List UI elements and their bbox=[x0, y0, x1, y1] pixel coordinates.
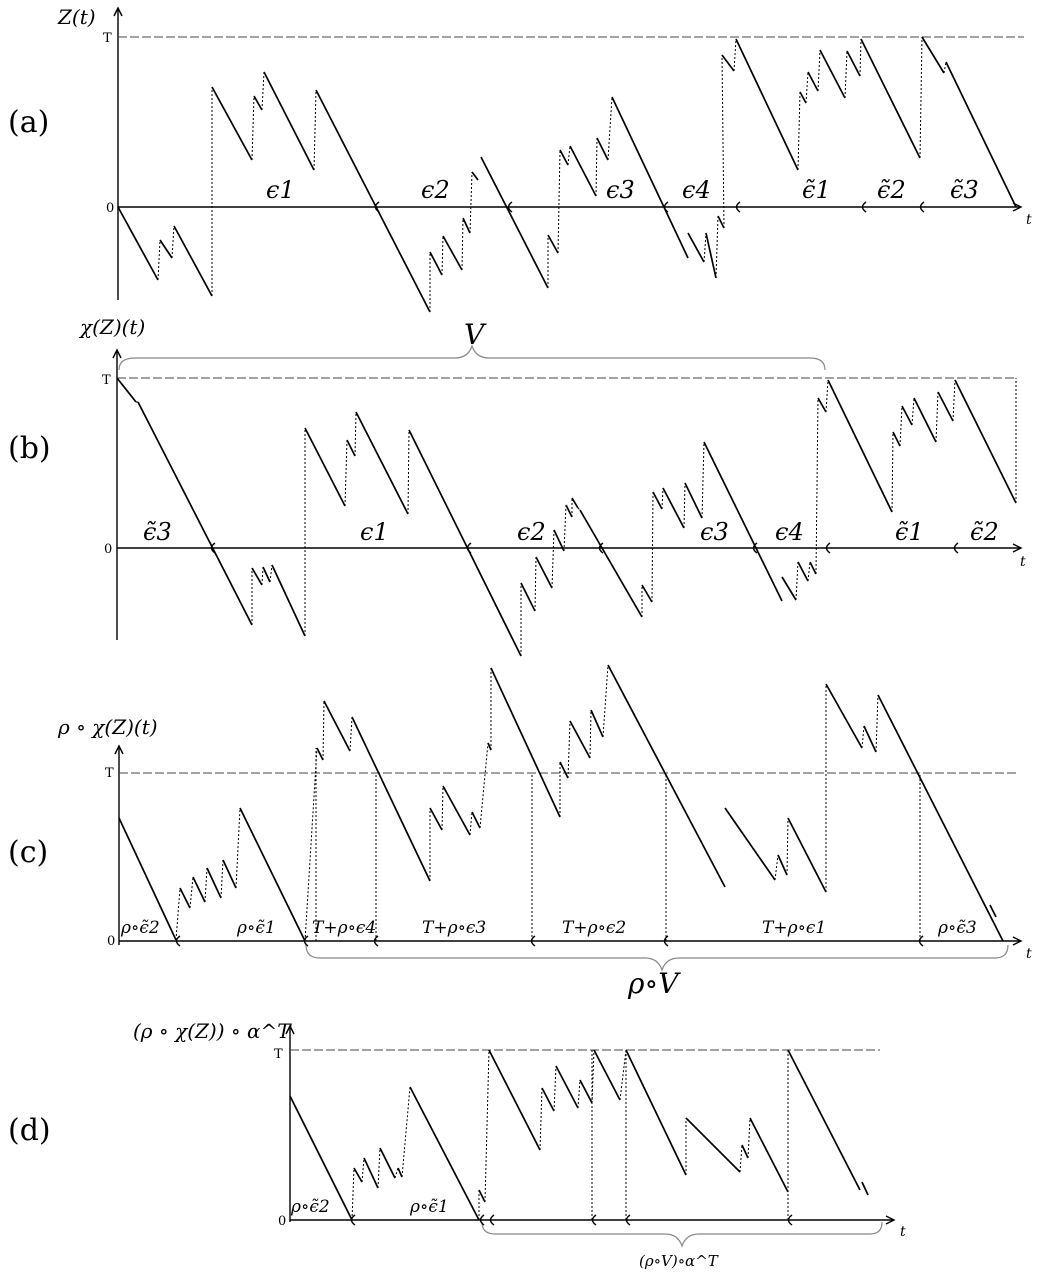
ytick-T-c: T bbox=[105, 766, 114, 781]
panel-b: (b) χ(Z)(t) T 0 t V ϵ̃3 ϵ1 ϵ2 ϵ3 ϵ4 ϵ̃1 … bbox=[8, 315, 1026, 657]
jumps-d bbox=[289, 1049, 789, 1221]
path-a bbox=[117, 36, 1017, 313]
seg-label-a-6: ϵ̃2 bbox=[877, 176, 906, 204]
seg-label-a-7: ϵ̃3 bbox=[950, 176, 979, 204]
ylabel-d: (ρ ∘ χ(Z)) ∘ α^T bbox=[133, 1019, 292, 1043]
ytick-0-d: 0 bbox=[278, 1214, 286, 1229]
brace-d bbox=[481, 1221, 883, 1248]
brace-label-d: (ρ∘V)∘α^T bbox=[639, 1252, 719, 1270]
jumps-a bbox=[157, 36, 947, 312]
path-c bbox=[118, 664, 1004, 942]
ylabel-a: Z(t) bbox=[57, 5, 96, 29]
seg-label-b-3: ϵ2 bbox=[517, 518, 546, 546]
xlabel-b: t bbox=[1020, 554, 1026, 570]
seg-label-d-2: ρ∘ϵ̃1 bbox=[409, 1197, 449, 1217]
y-axis-arrow-d bbox=[285, 1024, 295, 1035]
seg-label-b-7: ϵ̃2 bbox=[970, 518, 999, 546]
x-axis-arrow-d bbox=[885, 1215, 896, 1225]
panel-label-d: (d) bbox=[8, 1113, 51, 1148]
ytick-0-c: 0 bbox=[107, 934, 115, 949]
panel-a: (a) Z(t) T 0 t ϵ1 ϵ2 ϵ3 ϵ4 ϵ̃1 ϵ̃2 ϵ̃3 bbox=[8, 5, 1032, 313]
brace-label-b: V bbox=[464, 318, 487, 351]
jumps-c bbox=[118, 664, 921, 942]
excursion-marks-b bbox=[210, 542, 959, 554]
ytick-0-b: 0 bbox=[104, 542, 112, 557]
seg-label-c-3: T+ρ∘ϵ4 bbox=[312, 918, 376, 938]
seg-label-c-2: ρ∘ϵ̃1 bbox=[236, 918, 276, 938]
seg-label-a-4: ϵ4 bbox=[682, 176, 711, 204]
panel-label-a: (a) bbox=[8, 105, 49, 140]
seg-label-a-1: ϵ1 bbox=[266, 176, 295, 204]
x-axis-arrow-a bbox=[1012, 202, 1023, 212]
seg-label-d-1: ρ∘ϵ̃2 bbox=[290, 1197, 330, 1217]
jumps-b bbox=[116, 378, 1017, 656]
ytick-0-a: 0 bbox=[106, 201, 114, 216]
seg-label-b-6: ϵ̃1 bbox=[895, 518, 924, 546]
seg-label-c-6: T+ρ∘ϵ1 bbox=[762, 918, 826, 938]
x-axis-arrow-c bbox=[1012, 936, 1023, 946]
y-axis-arrow-c bbox=[114, 744, 124, 755]
brace-c bbox=[305, 944, 1009, 972]
x-axis-arrow-b bbox=[1012, 543, 1023, 553]
xlabel-a: t bbox=[1026, 212, 1032, 228]
panel-c: (c) ρ ∘ χ(Z)(t) T 0 t ρ∘V ρ∘ϵ̃2 ρ∘ϵ̃1 T+… bbox=[8, 664, 1032, 1000]
brace-b bbox=[118, 344, 826, 371]
excursion-marks-a bbox=[374, 201, 925, 213]
seg-label-a-3: ϵ3 bbox=[606, 176, 635, 204]
seg-label-c-5: T+ρ∘ϵ2 bbox=[562, 918, 626, 938]
xlabel-c: t bbox=[1026, 946, 1032, 962]
xlabel-d: t bbox=[900, 1224, 906, 1240]
seg-label-c-4: T+ρ∘ϵ3 bbox=[422, 918, 486, 938]
panel-label-c: (c) bbox=[8, 835, 48, 870]
seg-label-a-5: ϵ̃1 bbox=[802, 176, 831, 204]
excursion-marks-c bbox=[175, 935, 924, 947]
panel-label-b: (b) bbox=[8, 431, 51, 466]
path-b bbox=[116, 377, 1017, 657]
seg-label-b-1: ϵ̃3 bbox=[143, 518, 172, 546]
ylabel-c: ρ ∘ χ(Z)(t) bbox=[57, 715, 158, 739]
brace-label-c: ρ∘V bbox=[627, 967, 681, 1000]
excursion-marks-d bbox=[350, 1214, 793, 1226]
ytick-T-a: T bbox=[103, 31, 112, 46]
ytick-T-d: T bbox=[274, 1047, 283, 1062]
panel-d: (d) (ρ ∘ χ(Z)) ∘ α^T T 0 t (ρ∘V)∘α^T ρ∘ϵ… bbox=[8, 1019, 906, 1270]
seg-label-c-7: ρ∘ϵ̃3 bbox=[937, 918, 977, 938]
path-d bbox=[289, 1049, 869, 1221]
y-axis-arrow-a bbox=[113, 6, 123, 17]
seg-label-c-1: ρ∘ϵ̃2 bbox=[120, 918, 160, 938]
seg-label-b-5: ϵ4 bbox=[775, 518, 804, 546]
seg-label-b-4: ϵ3 bbox=[700, 518, 729, 546]
seg-label-a-2: ϵ2 bbox=[421, 176, 450, 204]
seg-label-b-2: ϵ1 bbox=[360, 518, 389, 546]
ytick-T-b: T bbox=[102, 373, 111, 388]
y-axis-arrow-b bbox=[112, 348, 122, 359]
ylabel-b: χ(Z)(t) bbox=[78, 315, 145, 339]
